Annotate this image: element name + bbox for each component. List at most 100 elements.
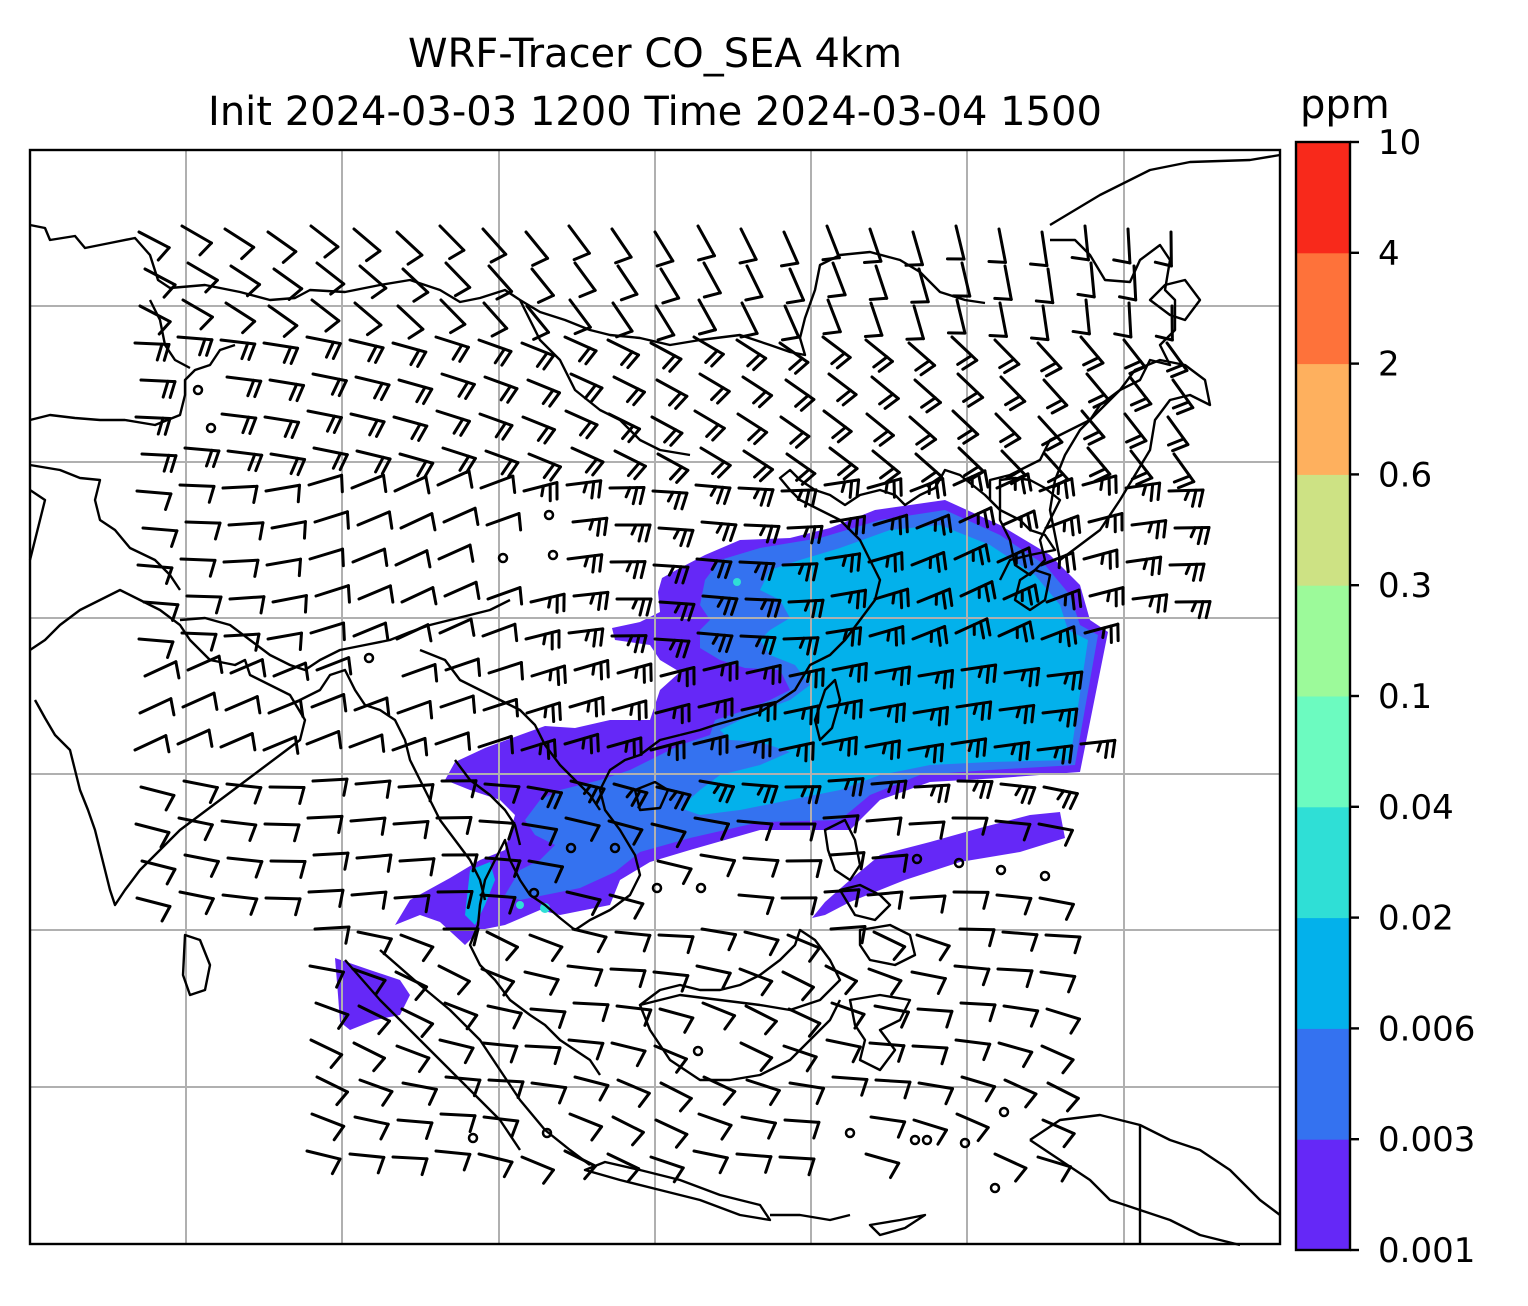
wind-barb [569,779,606,806]
wind-barb [735,737,772,759]
wind-barb [566,964,604,987]
wind-barb [568,695,605,718]
wind-barb [1040,625,1078,648]
wind-barb [778,741,815,763]
wind-barb [1029,230,1049,268]
wind-barb [788,1081,826,1106]
wind-barb [952,469,990,492]
wind-barb [312,446,349,472]
wind-barb [220,412,258,435]
wind-barb [958,506,996,529]
wind-barb [1125,555,1163,577]
wind-barb [742,856,780,878]
wind-calm-marker [998,1106,1010,1118]
wind-barb [870,779,908,800]
wind-barb [355,853,393,873]
wind-barb [610,634,648,654]
coastline-timor [868,1213,927,1237]
wind-barb [784,378,816,412]
colorbar-segment [1296,585,1350,697]
wind-barb [866,477,903,499]
wind-barb [653,230,675,268]
wind-barb [1113,301,1133,339]
wind-barb [615,597,653,617]
wind-barb [994,819,1032,842]
wind-barb [394,970,429,1002]
wind-barb [741,375,774,409]
wind-barb [137,637,175,659]
wind-barb [348,733,386,753]
wind-barb [865,412,895,447]
wind-barb [314,1001,350,1030]
colorbar-unit-label: ppm [1300,82,1390,128]
wind-barb [315,261,346,296]
wind-barb [563,1149,597,1181]
wind-barb [864,1152,901,1180]
wind-barb [910,267,930,304]
wind-barb [783,704,820,726]
wind-barb [822,298,842,336]
wind-barb [915,513,953,536]
wind-barb [353,696,391,716]
wind-barb [401,267,430,303]
wind-barb [228,595,266,615]
wind-barb [357,1004,391,1036]
wind-barb [873,1004,910,1029]
wind-barb [391,736,429,757]
wind-barb [184,520,222,541]
wind-barb [697,697,734,719]
wind-barb [951,261,972,298]
wind-barb [873,587,910,610]
wind-barb [310,298,341,333]
wind-barb [401,1081,438,1106]
wind-barb [781,970,815,1002]
wind-barb [524,230,550,267]
wind-barb [1002,1004,1040,1028]
wind-barb [785,859,823,879]
wind-barb [1173,525,1211,546]
wind-barb [1039,970,1077,994]
wind-barb [693,816,730,841]
wind-barb [443,1001,479,1031]
wind-barb [788,667,825,689]
wind-barb [439,298,467,335]
wind-barb [134,822,171,849]
wind-barb [1088,586,1125,608]
wind-barb [955,1112,990,1143]
wind-barb [1174,600,1212,620]
wind-barb [227,521,265,541]
wind-barb [744,264,764,302]
wind-barb [224,695,262,715]
wind-barb [654,702,691,725]
wind-barb [738,560,776,581]
wind-barb [741,782,779,804]
wind-barb [874,665,911,687]
wind-barb [616,264,639,302]
wind-barb [442,506,480,526]
wind-barb [307,473,344,494]
wind-barb [916,1007,954,1029]
wind-barb [229,658,267,678]
wind-barb [263,415,301,439]
wind-barb [905,304,925,341]
coastline-taiwan [813,678,842,742]
wind-barb [917,1081,955,1106]
wind-barb [478,412,514,441]
wind-barb [479,474,517,495]
wind-barb [1003,667,1041,688]
wind-barb [563,732,600,755]
wind-barb [262,735,300,755]
wind-barb [223,227,256,261]
wind-barb [313,925,351,945]
coastline-japan-kyushu [1013,568,1052,612]
wind-barb [567,1038,605,1061]
wind-calm-marker [543,509,555,521]
wind-barb [826,698,863,720]
wind-barb [357,584,395,604]
wind-barb [396,304,425,340]
wind-barb [358,1078,394,1107]
colorbar-tick-label: 0.3 [1378,566,1432,606]
wind-barb [305,730,343,750]
wind-barb [312,851,350,871]
wind-barb [993,1152,1028,1183]
